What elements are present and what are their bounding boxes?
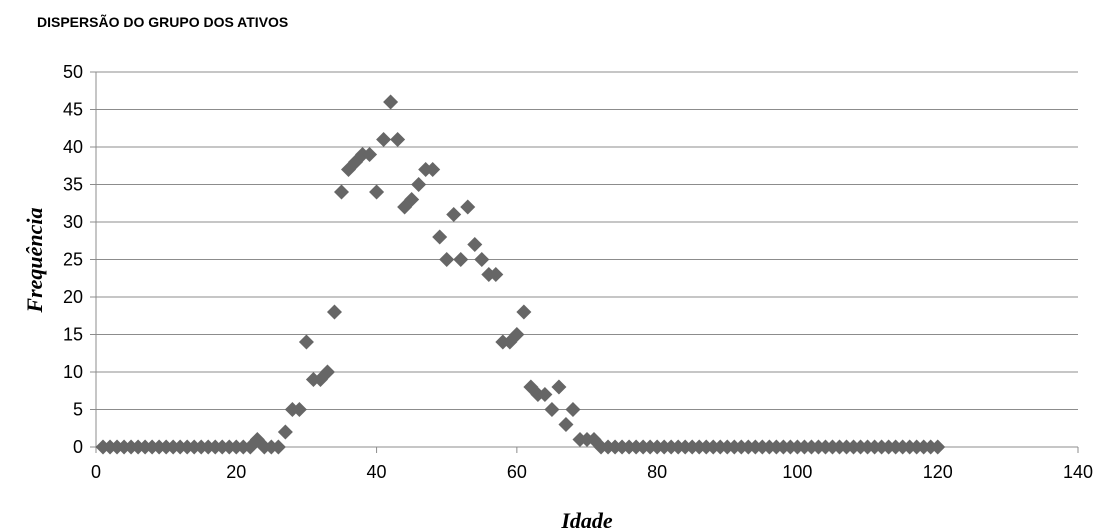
data-point (404, 192, 420, 207)
data-point (291, 402, 307, 417)
data-point (509, 327, 525, 342)
x-tick-label: 60 (507, 462, 527, 482)
x-tick-label: 40 (367, 462, 387, 482)
gridlines (96, 71, 1078, 410)
data-point (369, 184, 385, 200)
x-tick-label: 140 (1063, 462, 1093, 482)
y-tick-label: 45 (63, 100, 83, 120)
data-point (558, 417, 574, 432)
data-point (334, 184, 349, 200)
data-point (362, 147, 378, 162)
data-point (270, 439, 286, 455)
data-point (565, 402, 581, 417)
data-point (460, 199, 476, 215)
data-point (277, 424, 293, 440)
data-point (446, 207, 462, 222)
x-tick-label: 0 (91, 462, 101, 482)
y-tick-label: 30 (63, 212, 83, 232)
y-tick-label: 15 (63, 325, 83, 345)
chart-title: DISPERSÃO DO GRUPO DOS ATIVOS (37, 14, 289, 30)
data-point (551, 379, 567, 395)
x-tick-labels: 0 20 40 60 80 100 120 140 (91, 447, 1093, 482)
data-point (298, 334, 314, 350)
data-point (376, 132, 392, 147)
y-tick-label: 25 (63, 250, 83, 270)
x-tick-label: 80 (647, 462, 667, 482)
data-point (488, 267, 504, 282)
y-tick-label: 35 (63, 175, 83, 195)
x-tick-label: 120 (923, 462, 953, 482)
data-point (453, 252, 469, 267)
data-point (425, 162, 441, 177)
data-point (319, 364, 335, 380)
data-points (95, 94, 946, 455)
data-point (474, 252, 490, 267)
data-point (516, 304, 532, 320)
y-tick-labels: 0 5 10 15 20 25 30 35 40 45 50 (63, 62, 96, 457)
y-tick-label: 5 (73, 400, 83, 420)
data-point (930, 439, 946, 455)
data-point (242, 439, 258, 455)
y-tick-label: 50 (63, 62, 83, 82)
y-axis-title: Frequência (22, 207, 47, 313)
data-point (537, 387, 553, 402)
x-tick-label: 20 (226, 462, 246, 482)
x-tick-label: 100 (782, 462, 812, 482)
y-tick-label: 40 (63, 137, 83, 157)
x-axis-title: Idade (560, 508, 613, 531)
y-tick-label: 10 (63, 362, 83, 382)
data-point (439, 252, 455, 267)
y-tick-label: 0 (73, 437, 83, 457)
y-tick-label: 20 (63, 287, 83, 307)
data-point (411, 177, 427, 192)
data-point (467, 237, 483, 252)
data-point (383, 94, 399, 110)
data-point (390, 132, 406, 147)
data-point (432, 229, 448, 245)
data-point (544, 402, 560, 417)
data-point (326, 304, 342, 320)
